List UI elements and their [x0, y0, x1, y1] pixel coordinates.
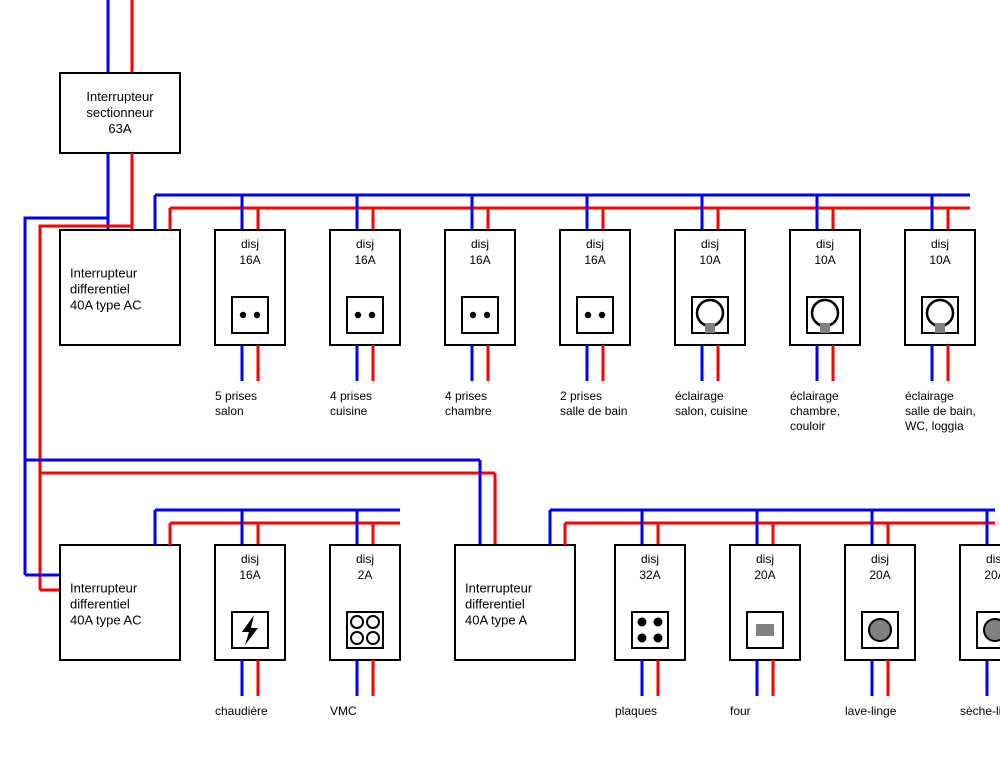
svg-text:salon: salon [215, 404, 244, 418]
breaker: disj 16A 5 prisessalon [215, 230, 285, 418]
svg-text:chambre,: chambre, [790, 404, 840, 418]
svg-text:disj: disj [701, 237, 719, 251]
svg-text:éclairage: éclairage [790, 389, 839, 403]
svg-text:differentiel: differentiel [70, 597, 130, 612]
svg-text:Interrupteur: Interrupteur [86, 89, 154, 104]
svg-text:disj: disj [641, 552, 659, 566]
svg-text:disj: disj [816, 237, 834, 251]
svg-text:10A: 10A [814, 253, 835, 267]
breaker: disj 16A chaudière [215, 545, 285, 718]
breaker: disj 32A plaques [615, 545, 685, 718]
svg-text:salle de bain,: salle de bain, [905, 404, 976, 418]
svg-text:disj: disj [586, 237, 604, 251]
svg-text:éclairage: éclairage [905, 389, 954, 403]
svg-text:63A: 63A [108, 121, 131, 136]
svg-text:10A: 10A [929, 253, 950, 267]
svg-text:40A type A: 40A type A [465, 613, 527, 628]
breaker: disj 2A VMC [330, 545, 400, 718]
svg-text:disj: disj [241, 552, 259, 566]
diff-box: Interrupteurdifferentiel40A type AC [60, 230, 180, 345]
breaker: disj 10A éclairagechambre,couloir [790, 230, 860, 433]
svg-text:20A: 20A [869, 568, 890, 582]
svg-text:40A type AC: 40A type AC [70, 613, 142, 628]
svg-text:couloir: couloir [790, 419, 825, 433]
svg-text:disj: disj [931, 237, 949, 251]
svg-text:cuisine: cuisine [330, 404, 368, 418]
svg-text:differentiel: differentiel [465, 597, 525, 612]
svg-text:chambre: chambre [445, 404, 492, 418]
breaker: disj 20A four [730, 545, 800, 718]
breaker: disj 16A 4 prisescuisine [330, 230, 400, 418]
breaker: disj 10A éclairagesalon, cuisine [675, 230, 748, 418]
svg-text:4 prises: 4 prises [330, 389, 372, 403]
svg-text:disj: disj [356, 552, 374, 566]
svg-text:four: four [730, 704, 751, 718]
svg-text:disj: disj [871, 552, 889, 566]
svg-text:lave-linge: lave-linge [845, 704, 897, 718]
svg-text:disj: disj [756, 552, 774, 566]
diff-box: Interrupteurdifferentiel40A type A [455, 545, 575, 660]
svg-text:4 prises: 4 prises [445, 389, 487, 403]
svg-text:20A: 20A [754, 568, 775, 582]
svg-text:Interrupteur: Interrupteur [70, 266, 138, 281]
breaker: disj 10A éclairagesalle de bain,WC, loggia [905, 230, 976, 433]
svg-text:2A: 2A [358, 568, 373, 582]
svg-text:Interrupteur: Interrupteur [70, 581, 138, 596]
svg-text:16A: 16A [239, 253, 260, 267]
svg-text:WC, loggia: WC, loggia [905, 419, 964, 433]
svg-text:16A: 16A [354, 253, 375, 267]
svg-text:disj: disj [241, 237, 259, 251]
svg-text:disj: disj [986, 552, 1000, 566]
svg-text:Interrupteur: Interrupteur [465, 581, 533, 596]
breaker: disj 16A 2 prisessalle de bain [560, 230, 630, 418]
diff-box: Interrupteurdifferentiel40A type AC [60, 545, 180, 660]
svg-text:16A: 16A [469, 253, 490, 267]
breaker: disj 20A lave-linge [845, 545, 915, 718]
svg-text:VMC: VMC [330, 704, 357, 718]
svg-text:16A: 16A [239, 568, 260, 582]
breaker: disj 16A 4 priseschambre [445, 230, 515, 418]
svg-text:chaudière: chaudière [215, 704, 268, 718]
svg-text:5 prises: 5 prises [215, 389, 257, 403]
svg-text:disj: disj [356, 237, 374, 251]
svg-text:16A: 16A [584, 253, 605, 267]
svg-text:sectionneur: sectionneur [86, 105, 154, 120]
breaker: disj 20A sèche-linge [960, 545, 1000, 718]
svg-text:40A type AC: 40A type AC [70, 298, 142, 313]
svg-text:2 prises: 2 prises [560, 389, 602, 403]
electrical-diagram: Interrupteursectionneur63AInterrupteurdi… [0, 0, 1000, 760]
svg-text:32A: 32A [639, 568, 660, 582]
main-switch: Interrupteursectionneur63A [60, 73, 180, 153]
svg-text:sèche-linge: sèche-linge [960, 704, 1000, 718]
svg-text:éclairage: éclairage [675, 389, 724, 403]
svg-text:differentiel: differentiel [70, 282, 130, 297]
svg-text:plaques: plaques [615, 704, 657, 718]
svg-text:10A: 10A [699, 253, 720, 267]
svg-text:20A: 20A [984, 568, 1000, 582]
svg-text:salle de bain: salle de bain [560, 404, 627, 418]
svg-text:disj: disj [471, 237, 489, 251]
svg-text:salon, cuisine: salon, cuisine [675, 404, 748, 418]
